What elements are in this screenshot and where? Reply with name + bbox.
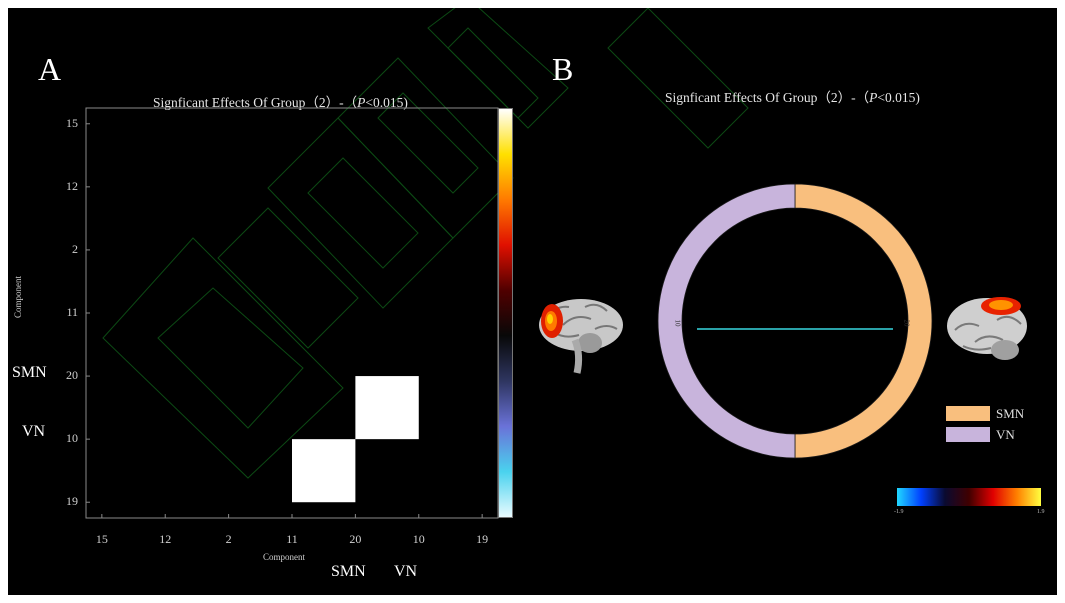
legend-item-smn: SMN xyxy=(946,403,1024,424)
x-tick-label: 20 xyxy=(349,532,362,546)
legend-list: SMN VN xyxy=(946,403,1024,445)
legend-swatch xyxy=(946,406,990,421)
brain-sagittal-right xyxy=(947,297,1027,360)
y-tick-label: 2 xyxy=(72,241,78,256)
node-label-vn: 10 xyxy=(673,319,682,327)
y-tick-label: 10 xyxy=(66,431,78,446)
heatmap-colorbar xyxy=(498,108,513,518)
panel-label-b: B xyxy=(552,51,574,87)
title-b-main: Signficant Effects Of Group（2）-（ xyxy=(665,90,870,105)
brain-sagittal-left xyxy=(539,299,623,374)
title-a-tail: <0.015) xyxy=(365,95,408,110)
heatmap-plot-area xyxy=(85,107,499,519)
y-tick-label: 20 xyxy=(66,368,78,383)
y-tick-label: 19 xyxy=(66,494,78,509)
legend-swatch xyxy=(946,427,990,442)
ring-segment-smn xyxy=(794,183,933,459)
x-tick-label: 12 xyxy=(159,532,172,546)
legend-label: VN xyxy=(996,426,1015,442)
figure-frame: A B Signficant Effects Of Group（2）-（P<0.… xyxy=(8,8,1057,595)
x-axis-label: Component xyxy=(263,552,305,562)
col-label-vn: VN xyxy=(394,563,418,580)
x-tick-label: 10 xyxy=(412,532,425,546)
col-label-smn: SMN xyxy=(331,563,366,580)
chart-title-a: Signficant Effects Of Group（2）-（P<0.015) xyxy=(153,91,408,111)
x-tick-label: 19 xyxy=(476,532,489,546)
connectogram xyxy=(657,183,933,459)
y-tick-label: 15 xyxy=(66,115,78,130)
row-label-smn: SMN xyxy=(12,364,47,381)
watermark xyxy=(102,8,749,479)
heatmap-cell-10-11 xyxy=(292,439,356,503)
heatmap-cell-20-20 xyxy=(355,376,419,440)
heatmap xyxy=(85,107,499,519)
chart-title-b: Signficant Effects Of Group（2）-（P<0.015) xyxy=(665,86,920,106)
y-tick-label: 12 xyxy=(66,178,78,193)
legend-item-vn: VN xyxy=(946,424,1024,445)
connectogram-colorbar xyxy=(897,488,1041,506)
colorbar-min-label: -1.9 xyxy=(894,509,904,515)
legend: SMN VN xyxy=(946,403,1024,445)
y-tick-label: 11 xyxy=(66,305,78,319)
title-a-p: P xyxy=(357,95,366,110)
title-b-tail: <0.015) xyxy=(877,90,920,105)
row-label-vn: VN xyxy=(22,423,46,440)
x-tick-label: 15 xyxy=(95,532,108,546)
colorbar-max-label: 1.9 xyxy=(1037,509,1045,515)
title-b-p: P xyxy=(869,90,878,105)
legend-label: SMN xyxy=(996,405,1025,421)
title-a-main: Signficant Effects Of Group（2）-（ xyxy=(153,95,358,110)
node-label-smn: 20 xyxy=(902,319,911,327)
ring-segment-vn xyxy=(657,183,796,459)
x-tick-label: 2 xyxy=(225,532,232,546)
panel-label-a: A xyxy=(38,51,62,87)
x-tick-label: 11 xyxy=(286,532,298,546)
